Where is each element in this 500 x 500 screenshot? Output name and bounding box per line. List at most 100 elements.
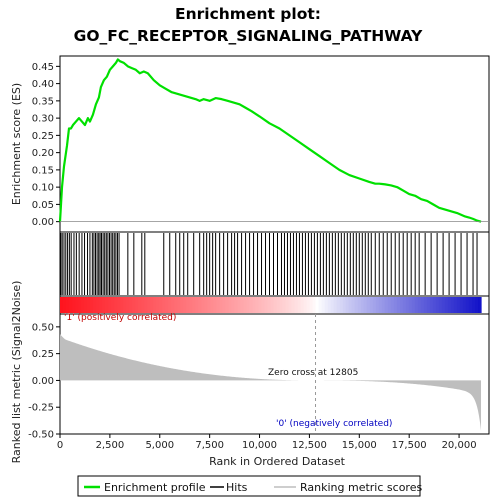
enrichment-profile-line [58,58,482,223]
color-bar-segment [285,297,290,313]
metric-y-ticks: -0.50 -0.25 0.00 0.25 0.50 [28,322,60,441]
color-bar-segment [354,297,359,313]
color-bar-segment [300,297,305,313]
color-bar-segment [402,297,407,313]
color-bar-segment [117,297,121,313]
color-bar-segment [93,297,97,313]
color-bar-segment [321,297,326,313]
color-bar-segment [393,297,398,313]
color-bar-segment [159,297,163,313]
color-bar-segment [213,297,217,313]
color-bar-segment [411,297,416,313]
color-bar-segment [444,297,449,313]
color-bar-segment [243,297,248,313]
color-bar-segment [475,297,479,313]
color-bar-segment [309,297,314,313]
color-bar-segment [258,297,263,313]
y-axis-label-es: Enrichment score (ES) [10,83,23,205]
y-axis-label-metric: Ranked list metric (Signal2Noise) [10,281,23,464]
color-bar-segment [225,297,230,313]
color-bar-segment [177,297,181,313]
color-bar-segment [396,297,401,313]
x-axis-label: Rank in Ordered Dataset [209,455,346,468]
color-bar-segment [405,297,410,313]
color-bar-segment [204,297,208,313]
color-bar-segment [399,297,404,313]
color-bar-segment [147,297,151,313]
color-bar-segment [168,297,172,313]
es-y-tick-label: 0.35 [32,96,54,107]
color-bar-segment [270,297,275,313]
color-bar-segment [291,297,296,313]
color-bar-segment [183,297,187,313]
color-bar-segment [261,297,266,313]
es-y-tick-label: 0.05 [32,200,54,211]
color-bar-segment [90,297,94,313]
color-bar-segment [219,297,223,313]
color-bar-segment [447,297,452,313]
x-tick-label: 2,500 [96,440,125,451]
x-tick-label: 20,000 [442,440,477,451]
color-bar-segment [441,297,446,313]
color-bar-segment [126,297,130,313]
es-y-tick-label: 0.25 [32,131,54,142]
color-bar-segment [414,297,419,313]
x-tick-label: 5,000 [145,440,174,451]
color-bar-segment [351,297,356,313]
x-axis-ticks: 0 2,500 5,000 7,500 10,000 12,500 15,000 17,500… [57,434,477,451]
color-bar-segment [207,297,211,313]
color-bar-segment [381,297,386,313]
legend-label-hits: Hits [226,481,248,494]
color-bar-segment [408,297,413,313]
color-bar-segment [84,297,88,313]
color-bar-segment [180,297,184,313]
color-bar-segment [432,297,437,313]
x-tick-label: 0 [57,440,63,451]
color-bar-segment [333,297,338,313]
color-bar-segment [129,297,133,313]
color-bar-segment [369,297,374,313]
color-bar-segment [345,297,350,313]
color-bar-segment [378,297,383,313]
color-bar-segment [468,297,473,313]
color-bar-segment [81,297,85,313]
x-tick-label: 15,000 [342,440,377,451]
color-bar-segment [297,297,302,313]
color-bar-segment [348,297,353,313]
color-bar-segment [423,297,428,313]
color-bar-segment [264,297,269,313]
hits-panel [59,231,490,297]
color-bar-segment [201,297,205,313]
color-bar-segment [357,297,362,313]
color-bar-segment [255,297,260,313]
color-bar-segment [132,297,136,313]
color-bar-segment [312,297,317,313]
color-bar-segment [171,297,175,313]
color-bar-segment [288,297,293,313]
metric-y-tick-label: -0.25 [28,403,54,414]
color-bar-segment [279,297,284,313]
color-bar-segment [363,297,368,313]
metric-y-tick-label: 0.50 [32,322,54,333]
enrichment-profile [58,58,489,223]
color-bar-segment [342,297,347,313]
color-bar-segment [228,297,233,313]
color-bar-segment [366,297,371,313]
color-bar-segment [294,297,299,313]
color-bar-segment [249,297,254,313]
x-tick-label: 12,500 [292,440,327,451]
color-bar-segment [189,297,193,313]
metric-y-tick-label: -0.50 [28,430,54,441]
chart-title-line1: Enrichment plot: [175,5,321,23]
color-bar-segment [195,297,199,313]
color-bar-segment [120,297,124,313]
color-bar-segment [144,297,148,313]
color-bar-segment [234,297,239,313]
color-bar-segment [216,297,220,313]
color-bar-segment [282,297,287,313]
color-bar-segment [87,297,91,313]
color-bar-segment [102,297,106,313]
color-bar-segment [222,297,226,313]
color-bar-segment [456,297,461,313]
color-bar-segment [459,297,464,313]
